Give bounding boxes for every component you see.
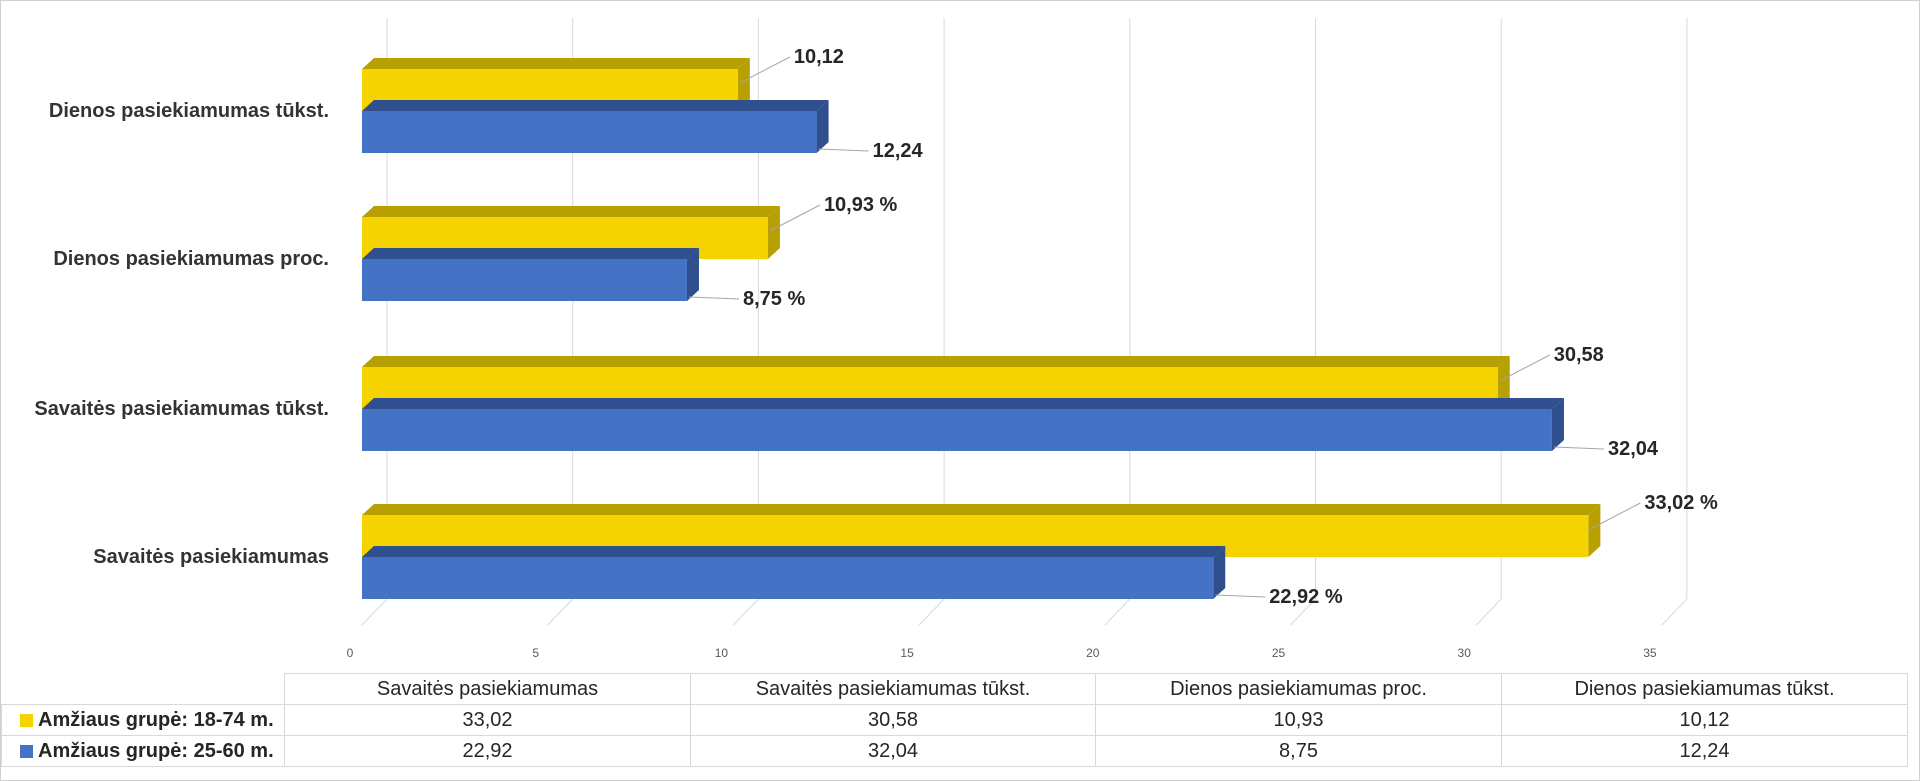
data-label-leader bbox=[818, 148, 869, 152]
legend-entry-25-60: Amžiaus grupė: 25-60 m. bbox=[1, 735, 285, 767]
bar-top-face bbox=[362, 356, 1510, 367]
data-label-leader bbox=[1215, 594, 1266, 598]
bar-side-face bbox=[767, 206, 780, 259]
x-tick-label: 10 bbox=[715, 646, 729, 660]
bar-top-face bbox=[362, 248, 699, 259]
gridline-floor bbox=[361, 598, 388, 626]
x-tick-label: 25 bbox=[1272, 646, 1286, 660]
data-label-leader bbox=[769, 204, 821, 232]
bar bbox=[362, 409, 1552, 451]
data-table-header-row: Savaitės pasiekiamumas Savaitės pasiekia… bbox=[1, 673, 1908, 705]
category-label: Savaitės pasiekiamumas bbox=[93, 546, 329, 568]
data-table-cell: 22,92 bbox=[284, 735, 691, 767]
data-table-cell: 32,04 bbox=[690, 735, 1096, 767]
data-table-row: Amžiaus grupė: 25-60 m. 22,92 32,04 8,75… bbox=[1, 735, 1908, 767]
gridline-floor bbox=[918, 598, 945, 626]
gridline-floor bbox=[733, 598, 759, 626]
category-label: Savaitės pasiekiamumas tūkst. bbox=[34, 398, 329, 420]
bar bbox=[362, 259, 687, 301]
bar-side-face bbox=[737, 58, 750, 111]
bar-side-face bbox=[686, 248, 699, 301]
gridline-floor bbox=[1475, 598, 1502, 626]
bar-side-face bbox=[1213, 546, 1226, 599]
data-table-header: Savaitės pasiekiamumas tūkst. bbox=[690, 673, 1096, 705]
data-label: 10,93 % bbox=[824, 194, 898, 216]
x-tick-label: 15 bbox=[900, 646, 914, 660]
data-label: 33,02 % bbox=[1644, 492, 1718, 514]
data-table-header: Dienos pasiekiamumas proc. bbox=[1095, 673, 1502, 705]
data-table-cell: 33,02 bbox=[284, 704, 691, 736]
data-label-leader bbox=[1553, 446, 1604, 450]
data-table-header: Savaitės pasiekiamumas bbox=[284, 673, 691, 705]
data-label: 10,12 bbox=[794, 46, 844, 68]
bar bbox=[362, 557, 1214, 599]
data-table: Savaitės pasiekiamumas Savaitės pasiekia… bbox=[1, 673, 1908, 767]
data-table-cell: 12,24 bbox=[1501, 735, 1908, 767]
data-table-cell: 8,75 bbox=[1095, 735, 1502, 767]
data-label: 8,75 % bbox=[743, 288, 805, 310]
data-table-corner bbox=[1, 673, 285, 705]
x-tick-label: 0 bbox=[347, 646, 354, 660]
data-table-row: Amžiaus grupė: 18-74 m. 33,02 30,58 10,9… bbox=[1, 704, 1908, 736]
data-label: 12,24 bbox=[873, 140, 924, 162]
x-tick-label: 20 bbox=[1086, 646, 1100, 660]
data-label-leader bbox=[1499, 354, 1550, 382]
bar-top-face bbox=[362, 398, 1564, 409]
bar-chart: 0 5 10 15 20 25 30 35 Dienos pasiekiamumas tūkst… bbox=[34, 18, 1718, 660]
data-table-cell: 10,93 bbox=[1095, 704, 1502, 736]
legend-label: Amžiaus grupė: 25-60 m. bbox=[38, 739, 274, 762]
gridline-floor bbox=[1661, 598, 1688, 626]
category-label: Dienos pasiekiamumas proc. bbox=[53, 248, 329, 270]
category-label: Dienos pasiekiamumas tūkst. bbox=[49, 100, 329, 122]
bar-top-face bbox=[362, 58, 750, 69]
x-tick-label: 5 bbox=[532, 646, 539, 660]
data-label-leader bbox=[1590, 502, 1641, 530]
data-label-leader bbox=[739, 56, 791, 84]
data-table-cell: 30,58 bbox=[690, 704, 1096, 736]
legend-label: Amžiaus grupė: 18-74 m. bbox=[38, 708, 274, 731]
x-tick-label: 35 bbox=[1643, 646, 1657, 660]
data-label: 30,58 bbox=[1554, 344, 1604, 366]
bar-side-face bbox=[1497, 356, 1510, 409]
bar-top-face bbox=[362, 546, 1226, 557]
data-label: 22,92 % bbox=[1269, 586, 1343, 608]
data-label: 32,04 bbox=[1608, 438, 1659, 460]
bar bbox=[362, 111, 817, 153]
bar-side-face bbox=[816, 100, 829, 153]
gridline-floor bbox=[1290, 598, 1316, 626]
data-table-cell: 10,12 bbox=[1501, 704, 1908, 736]
x-tick-label: 30 bbox=[1458, 646, 1472, 660]
data-table-header: Dienos pasiekiamumas tūkst. bbox=[1501, 673, 1908, 705]
gridline-floor bbox=[547, 598, 574, 626]
bar-top-face bbox=[362, 100, 829, 111]
bar-side-face bbox=[1551, 398, 1564, 451]
legend-swatch-yellow bbox=[20, 713, 33, 727]
bar-top-face bbox=[362, 206, 780, 217]
gridline-floor bbox=[1104, 598, 1131, 626]
bar-top-face bbox=[362, 504, 1601, 515]
bar-side-face bbox=[1588, 504, 1601, 557]
legend-swatch-blue bbox=[20, 744, 33, 758]
data-label-leader bbox=[688, 296, 739, 300]
legend-entry-18-74: Amžiaus grupė: 18-74 m. bbox=[1, 704, 285, 736]
